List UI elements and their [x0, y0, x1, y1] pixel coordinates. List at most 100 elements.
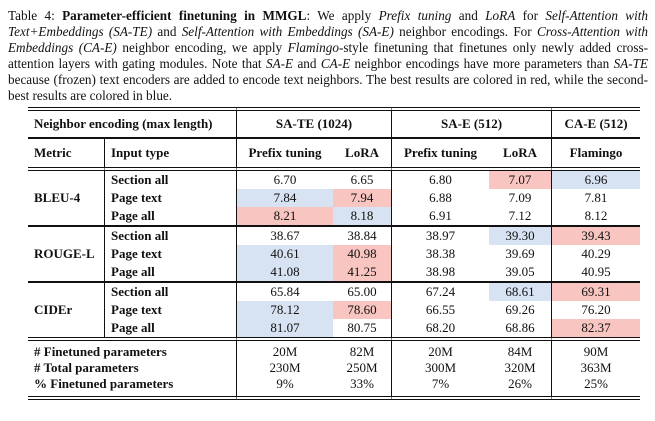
input-type-label: Section all — [105, 283, 238, 301]
header-group: SA-E (512) — [392, 107, 553, 139]
metric-value: 7.81 — [584, 189, 608, 205]
metric-value-best: 82.37 — [552, 319, 641, 337]
caption-segment: because (frozen) text encoders are added… — [8, 72, 648, 103]
metric-value: 8.12 — [552, 207, 641, 227]
metric-value-best: 8.21 — [237, 207, 334, 227]
metric-value: 38.97 — [425, 227, 456, 243]
metric-value-second: 8.18 — [333, 207, 393, 227]
param-value: 363M — [580, 359, 612, 375]
metric-value-best: 7.07 — [489, 171, 553, 189]
metric-value: 6.65 — [333, 171, 393, 189]
metric-value-second: 81.07 — [237, 319, 334, 337]
metric-value: 38.84 — [333, 227, 393, 245]
metric-value: 40.95 — [552, 263, 641, 283]
col-header: Prefix tuning — [237, 139, 334, 171]
caption-segment: and — [451, 8, 486, 23]
caption-segment: Table 4: — [8, 8, 63, 23]
header-neighbor-encoding: Neighbor encoding (max length) — [28, 107, 238, 139]
param-value: 84M — [489, 337, 553, 360]
table-row: Page all 41.08 41.25 38.98 39.05 40.95 — [28, 263, 641, 283]
table-row: Page text 7.84 7.94 6.88 7.09 7.81 — [28, 189, 640, 207]
caption-segment: LoRA — [485, 8, 516, 23]
param-value: 230M — [269, 359, 301, 375]
caption-segment: Cross-Attention with Embeddings (CA-E) — [8, 24, 648, 55]
metric-value: 39.05 — [489, 263, 553, 283]
table-row: Page all 81.07 80.75 68.20 68.86 82.37 — [28, 319, 641, 337]
caption-segment: Prefix tuning — [378, 8, 452, 23]
input-type-label: Page all — [105, 263, 238, 283]
metric-value: 76.20 — [581, 301, 611, 317]
table-row: Page all 8.21 8.18 6.91 7.12 8.12 — [28, 207, 641, 227]
param-value: 9% — [237, 376, 334, 400]
metric-value: 65.00 — [333, 283, 393, 301]
param-value: 82M — [333, 337, 393, 360]
caption-segment: Self-Attention with Embeddings (SA-E) — [181, 24, 394, 39]
param-row: # Finetuned parameters 20M 82M 20M 84M 90M — [28, 337, 641, 360]
metric-value-second: 78.12 — [237, 301, 334, 319]
header-group-row: Neighbor encoding (max length) SA-TE (102… — [28, 107, 641, 139]
param-row: # Total parameters 230M 250M 300M 320M 363M — [28, 360, 640, 376]
col-header: Metric — [28, 139, 105, 171]
metric-value-best: 7.94 — [333, 189, 393, 207]
param-value: 20M — [237, 337, 334, 360]
table-row: Page text 40.61 40.98 38.38 39.69 40.29 — [28, 245, 640, 263]
metric-value: 40.29 — [581, 245, 611, 261]
metric-value: 6.88 — [429, 189, 452, 205]
table-caption: Table 4: Parameter-efficient finetuning … — [8, 8, 648, 104]
param-value: 250M — [333, 360, 393, 376]
metric-value-second: 7.84 — [237, 189, 334, 207]
param-value: 26% — [489, 376, 553, 400]
col-header: Flamingo — [552, 139, 641, 171]
metric-value: 65.84 — [270, 283, 300, 299]
caption-segment: Flamingo — [287, 40, 339, 55]
col-header: LoRA — [333, 139, 393, 171]
col-header: Input type — [105, 139, 238, 171]
param-label: # Total parameters — [28, 360, 238, 376]
col-header: LoRA — [489, 139, 553, 171]
caption-segment: neighbor encoding, we apply — [116, 40, 288, 55]
caption-segment: : We apply — [306, 8, 379, 23]
param-value: 20M — [392, 337, 490, 360]
input-type-label: Page text — [105, 245, 238, 263]
table-row: Page text 78.12 78.60 66.55 69.26 76.20 — [28, 301, 640, 319]
table-row: CIDEr Section all 65.84 65.00 67.24 68.61 69.3… — [28, 283, 641, 337]
metric-value: 68.20 — [425, 319, 456, 335]
caption-segment: -style finetuning that finetunes only ne… — [8, 40, 648, 71]
metric-value: 38.38 — [425, 245, 456, 261]
metric-value: 7.09 — [489, 189, 553, 207]
param-value: 90M — [552, 337, 641, 360]
metric-label: ROUGE-L — [28, 227, 105, 283]
input-type-label: Section all — [105, 227, 238, 245]
param-value: 300M — [425, 359, 457, 375]
table-header: Neighbor encoding (max length) SA-TE (102… — [28, 107, 641, 171]
input-type-label: Page all — [105, 319, 238, 337]
caption-segment: and — [293, 56, 321, 71]
table-params: # Finetuned parameters 20M 82M 20M 84M 90M # T… — [28, 337, 641, 400]
param-row: % Finetuned parameters 9% 33% 7% 26% 25% — [28, 376, 641, 400]
metric-value-best: 39.43 — [552, 227, 641, 245]
caption-segment: Self-Attention with Text+Embeddings (SA-… — [8, 8, 649, 39]
metric-value-best: 40.98 — [333, 245, 393, 263]
table-row: BLEU-4 Section all 6.70 6.65 6.80 7.07 6.96 — [28, 171, 641, 227]
metric-value: 68.86 — [489, 319, 553, 337]
caption-segment: CA-E — [320, 56, 351, 71]
param-value: 25% — [552, 376, 641, 400]
input-type-label: Section all — [105, 171, 238, 189]
metric-label: CIDEr — [28, 283, 105, 337]
metric-value: 6.70 — [273, 171, 297, 187]
param-label: % Finetuned parameters — [28, 376, 238, 400]
param-label: # Finetuned parameters — [28, 337, 238, 360]
caption-segment: Parameter-efficient finetuning in MMGL — [62, 8, 307, 23]
metric-value: 69.26 — [489, 301, 553, 319]
metric-value-second: 68.61 — [489, 283, 553, 301]
header-group: CA-E (512) — [552, 107, 641, 139]
metric-value-second: 6.96 — [552, 171, 641, 189]
param-value: 7% — [392, 376, 490, 400]
metric-value-best: 41.25 — [333, 263, 393, 283]
caption-segment: neighbor encodings. For — [393, 24, 537, 39]
caption-segment: for — [515, 8, 546, 23]
input-type-label: Page all — [105, 207, 238, 227]
caption-segment: SA-E — [265, 56, 294, 71]
metric-value: 80.75 — [333, 319, 393, 337]
table-row: ROUGE-L Section all 38.67 38.84 38.97 39.30 39… — [28, 227, 641, 283]
